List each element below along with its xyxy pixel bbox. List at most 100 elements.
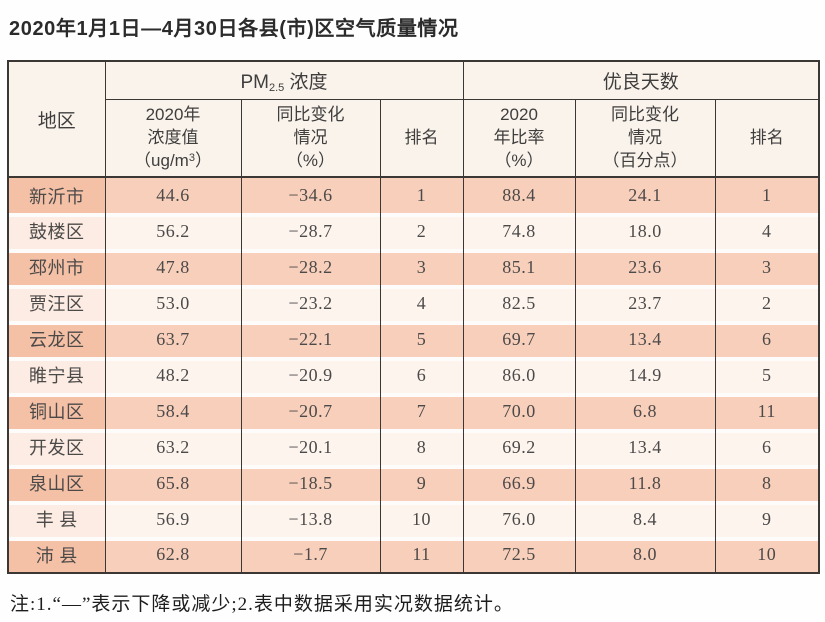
gd-change-cell: 23.7 — [574, 285, 716, 321]
pm-value-cell: 48.2 — [104, 357, 242, 393]
pm-change-cell: −23.2 — [240, 285, 381, 321]
gd-ratio-cell: 74.8 — [462, 213, 576, 249]
pm-value-cell: 63.7 — [104, 321, 242, 357]
gd-ratio-cell: 88.4 — [462, 177, 576, 213]
gd-change-cell: 13.4 — [574, 321, 716, 357]
gd-rank-cell: 4 — [714, 213, 820, 249]
gd-ratio-header: 2020 年比率 （%） — [462, 98, 576, 178]
pm-change-cell: −28.7 — [240, 213, 381, 249]
gd-change-cell: 24.1 — [574, 177, 716, 213]
gd-rank-cell: 3 — [714, 249, 820, 285]
pm-change-cell: −1.7 — [240, 537, 381, 573]
pm-rank-cell: 7 — [379, 393, 464, 429]
pm-change-cell: −20.1 — [240, 429, 381, 465]
gd-change-cell: 11.8 — [574, 465, 716, 501]
gd-change-cell: 13.4 — [574, 429, 716, 465]
table-body: 新沂市 44.6 −34.6 1 88.4 24.1 1 鼓楼区 56.2 −28.7 2 74.8 1… — [7, 177, 820, 573]
gd-change-cell: 6.8 — [574, 393, 716, 429]
gd-ratio-cell: 85.1 — [462, 249, 576, 285]
gd-ratio-cell: 86.0 — [462, 357, 576, 393]
pm-change-cell: −13.8 — [240, 501, 381, 537]
gd-rank-cell: 6 — [714, 321, 820, 357]
gd-rank-cell: 6 — [714, 429, 820, 465]
pm-rank-cell: 6 — [379, 357, 464, 393]
pm-change-cell: −18.5 — [240, 465, 381, 501]
table-row: 新沂市 44.6 −34.6 1 88.4 24.1 1 — [7, 177, 820, 213]
gd-change-cell: 14.9 — [574, 357, 716, 393]
pm-change-header: 同比变化 情况 （%） — [240, 98, 381, 178]
gd-change-cell: 18.0 — [574, 213, 716, 249]
pm-value-cell: 58.4 — [104, 393, 242, 429]
pm-value-cell: 56.9 — [104, 501, 242, 537]
pm-group-header: PM2.5 浓度 — [104, 61, 464, 99]
pm-value-cell: 63.2 — [104, 429, 242, 465]
pm-value-cell: 47.8 — [104, 249, 242, 285]
region-cell: 沛 县 — [7, 537, 106, 573]
region-cell: 云龙区 — [7, 321, 106, 357]
table-header: 地区 PM2.5 浓度 优良天数 2020年 浓度值 （ug/m3） 同比变化 … — [7, 61, 820, 178]
pm-rank-cell: 11 — [379, 537, 464, 573]
gd-change-cell: 8.4 — [574, 501, 716, 537]
table-row: 邳州市 47.8 −28.2 3 85.1 23.6 3 — [7, 249, 820, 285]
table-row: 云龙区 63.7 −22.1 5 69.7 13.4 6 — [7, 321, 820, 357]
pm-rank-cell: 1 — [379, 177, 464, 213]
pm-change-cell: −20.9 — [240, 357, 381, 393]
table-row: 泉山区 65.8 −18.5 9 66.9 11.8 8 — [7, 465, 820, 501]
table-row: 沛 县 62.8 −1.7 11 72.5 8.0 10 — [7, 537, 820, 573]
gd-rank-header: 排名 — [714, 98, 820, 178]
gd-rank-cell: 2 — [714, 285, 820, 321]
table-row: 铜山区 58.4 −20.7 7 70.0 6.8 11 — [7, 393, 820, 429]
pm-rank-cell: 9 — [379, 465, 464, 501]
pm-change-cell: −20.7 — [240, 393, 381, 429]
pm-rank-header: 排名 — [379, 98, 464, 178]
table-row: 睢宁县 48.2 −20.9 6 86.0 14.9 5 — [7, 357, 820, 393]
region-cell: 睢宁县 — [7, 357, 106, 393]
gd-rank-cell: 1 — [714, 177, 820, 213]
gd-ratio-cell: 82.5 — [462, 285, 576, 321]
gd-rank-cell: 10 — [714, 537, 820, 573]
pm-change-cell: −22.1 — [240, 321, 381, 357]
gd-change-header: 同比变化 情况 （百分点） — [574, 98, 716, 178]
gd-rank-cell: 11 — [714, 393, 820, 429]
pm-rank-cell: 5 — [379, 321, 464, 357]
region-cell: 新沂市 — [7, 177, 106, 213]
region-cell: 泉山区 — [7, 465, 106, 501]
pm-change-cell: −28.2 — [240, 249, 381, 285]
table-row: 开发区 63.2 −20.1 8 69.2 13.4 6 — [7, 429, 820, 465]
gd-ratio-cell: 69.7 — [462, 321, 576, 357]
table-row: 贾汪区 53.0 −23.2 4 82.5 23.7 2 — [7, 285, 820, 321]
region-cell: 开发区 — [7, 429, 106, 465]
pm-rank-cell: 2 — [379, 213, 464, 249]
pm-rank-cell: 4 — [379, 285, 464, 321]
pm-value-cell: 56.2 — [104, 213, 242, 249]
region-cell: 丰 县 — [7, 501, 106, 537]
gd-change-cell: 23.6 — [574, 249, 716, 285]
region-cell: 邳州市 — [7, 249, 106, 285]
pm-rank-cell: 3 — [379, 249, 464, 285]
region-column-header: 地区 — [7, 61, 106, 178]
pm-change-cell: −34.6 — [240, 177, 381, 213]
gd-ratio-cell: 69.2 — [462, 429, 576, 465]
gd-ratio-cell: 72.5 — [462, 537, 576, 573]
good-days-group-header: 优良天数 — [462, 61, 820, 99]
region-cell: 贾汪区 — [7, 285, 106, 321]
gd-ratio-cell: 70.0 — [462, 393, 576, 429]
pm-rank-cell: 8 — [379, 429, 464, 465]
gd-ratio-cell: 76.0 — [462, 501, 576, 537]
footnote: 注:1.“—”表示下降或减少;2.表中数据采用实况数据统计。 — [10, 594, 514, 615]
pm-value-header: 2020年 浓度值 （ug/m3） — [104, 98, 242, 178]
pm-value-cell: 44.6 — [104, 177, 242, 213]
region-cell: 铜山区 — [7, 393, 106, 429]
pm-value-cell: 65.8 — [104, 465, 242, 501]
gd-rank-cell: 8 — [714, 465, 820, 501]
table-row: 鼓楼区 56.2 −28.7 2 74.8 18.0 4 — [7, 213, 820, 249]
pm-rank-cell: 10 — [379, 501, 464, 537]
table-row: 丰 县 56.9 −13.8 10 76.0 8.4 9 — [7, 501, 820, 537]
region-cell: 鼓楼区 — [7, 213, 106, 249]
gd-change-cell: 8.0 — [574, 537, 716, 573]
pm-value-cell: 62.8 — [104, 537, 242, 573]
page-title: 2020年1月1日—4月30日各县(市)区空气质量情况 — [9, 18, 459, 40]
air-quality-table: 地区 PM2.5 浓度 优良天数 2020年 浓度值 （ug/m3） 同比变化 … — [7, 60, 821, 574]
gd-rank-cell: 9 — [714, 501, 820, 537]
